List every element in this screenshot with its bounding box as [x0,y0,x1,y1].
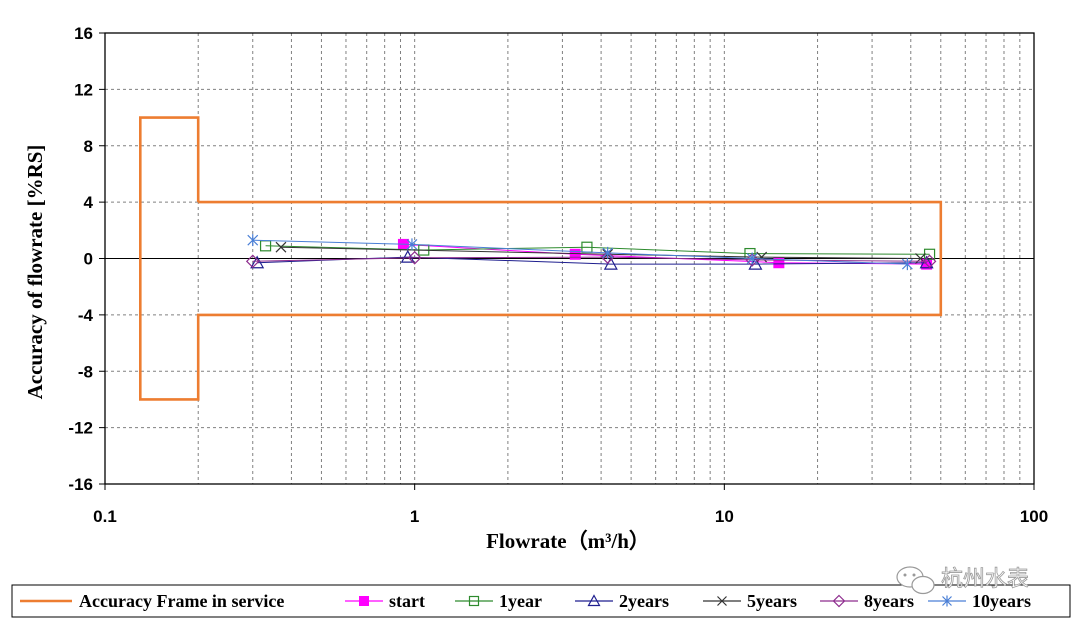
data-point [569,248,581,260]
legend-label: Accuracy Frame in service [79,591,284,611]
data-point [247,234,259,247]
y-tick-label: 12 [74,80,93,99]
legend-item-1year: 1year [455,591,542,611]
y-axis-title: Accuracy of flowrate [%RS] [23,145,47,400]
series-layer [245,234,937,271]
data-point [587,594,601,607]
y-tick-label: -4 [78,306,94,325]
y-tick-label: -8 [78,362,93,381]
x-tick-label: 100 [1020,507,1048,526]
data-point [275,241,287,253]
legend-label: 10years [972,591,1031,611]
x-tick-label: 10 [715,507,734,526]
x-axis-title: Flowrate（m³/h） [486,529,650,553]
legend-label: 2years [619,591,669,611]
legend-label: 5years [747,591,797,611]
y-tick-label: 4 [84,193,94,212]
series-10years [247,234,913,271]
y-tick-label: 16 [74,24,93,43]
legend-item-8years: 8years [820,591,914,611]
legend-item-2years: 2years [575,591,669,611]
data-point [746,252,758,265]
accuracy-frame [139,116,943,401]
legend-item-10years: 10years [928,591,1031,611]
data-point [407,250,422,265]
data-point [359,596,369,606]
data-point [922,254,937,269]
data-point [602,246,614,259]
legend-item-frame: Accuracy Frame in service [20,591,284,611]
y-tick-label: -12 [68,419,93,438]
legend-label: 8years [864,591,914,611]
x-tick-label: 0.1 [93,507,117,526]
accuracy-frame-line [139,116,943,401]
legend-item-start: start [345,591,425,611]
data-point [245,254,260,269]
data-point [600,250,615,264]
y-tick-label: -16 [68,475,93,494]
data-point [717,596,727,606]
data-point [901,258,913,271]
wechat-icon [896,566,935,595]
watermark-text: 杭州水表 [941,567,1029,592]
tick-labels: 16 12 8 4 0 -4 -8 -12 -160.1 1 10 100 [68,24,1048,526]
y-tick-label: 0 [84,250,93,269]
legend-label: start [389,591,425,611]
data-point [832,594,846,608]
legend: Accuracy Frame in service start 1year 2year… [11,584,1071,618]
data-point [942,595,952,607]
legend-label: 1year [499,591,542,611]
y-tick-label: 8 [84,137,93,156]
data-point [406,238,418,251]
data-point [468,595,480,607]
data-point [400,249,415,263]
legend-item-5years: 5years [703,591,797,611]
data-point [250,255,265,269]
x-tick-label: 1 [410,507,419,526]
series-line [265,245,930,255]
watermark: 杭州水表 [896,566,1029,595]
legend-box [11,584,1071,618]
